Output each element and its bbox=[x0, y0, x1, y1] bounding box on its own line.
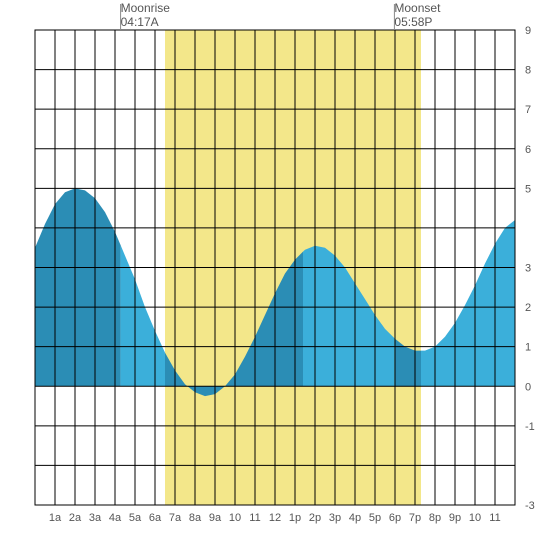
x-tick-label: 12 bbox=[269, 512, 281, 524]
y-tick-label: 3 bbox=[525, 263, 531, 275]
x-tick-label: 4p bbox=[349, 512, 361, 524]
x-tick-label: 7a bbox=[169, 512, 182, 524]
y-tick-label: 1 bbox=[525, 342, 531, 354]
y-tick-label: 7 bbox=[525, 104, 531, 116]
y-tick-label: -3 bbox=[525, 500, 535, 512]
y-tick-label: 2 bbox=[525, 302, 531, 314]
y-tick-label: 6 bbox=[525, 144, 531, 156]
x-tick-label: 3a bbox=[89, 512, 102, 524]
tide-chart: 1a2a3a4a5a6a7a8a9a1011121p2p3p4p5p6p7p8p… bbox=[0, 0, 550, 550]
x-tick-label: 3p bbox=[329, 512, 341, 524]
x-tick-label: 8p bbox=[429, 512, 441, 524]
x-axis-labels: 1a 2a 3a 4a 5a 6a 7a 8a 9a 10 11 12 1p 2p 3p 4p 5p 6p 7p 8p… bbox=[49, 512, 501, 524]
x-tick-label: 7p bbox=[409, 512, 421, 524]
y-tick-label: 9 bbox=[525, 25, 531, 37]
x-tick-label: 8a bbox=[189, 512, 202, 524]
x-tick-label: 2p bbox=[309, 512, 321, 524]
event-label-time: 05:58P bbox=[394, 15, 432, 29]
event-label-title: Moonrise bbox=[121, 1, 171, 15]
x-tick-label: 9p bbox=[449, 512, 461, 524]
event-label-title: Moonset bbox=[394, 1, 441, 15]
chart-svg: 1a2a3a4a5a6a7a8a9a1011121p2p3p4p5p6p7p8p… bbox=[0, 0, 550, 550]
x-tick-label: 1p bbox=[289, 512, 301, 524]
y-tick-label: -1 bbox=[525, 421, 535, 433]
y-tick-label: 0 bbox=[525, 381, 531, 393]
x-tick-label: 6p bbox=[389, 512, 401, 524]
x-tick-label: 1a bbox=[49, 512, 62, 524]
y-tick-label: 8 bbox=[525, 65, 531, 77]
y-tick-label: 5 bbox=[525, 183, 531, 195]
x-tick-label: 2a bbox=[69, 512, 82, 524]
x-tick-label: 5p bbox=[369, 512, 381, 524]
x-tick-label: 4a bbox=[109, 512, 122, 524]
x-tick-label: 5a bbox=[129, 512, 142, 524]
event-label-time: 04:17A bbox=[121, 15, 159, 29]
x-tick-label: 11 bbox=[249, 512, 260, 524]
x-tick-label: 10 bbox=[229, 512, 241, 524]
x-tick-label: 9a bbox=[209, 512, 222, 524]
x-tick-label: 6a bbox=[149, 512, 162, 524]
x-tick-label: 10 bbox=[469, 512, 481, 524]
x-tick-label: 11 bbox=[489, 512, 500, 524]
